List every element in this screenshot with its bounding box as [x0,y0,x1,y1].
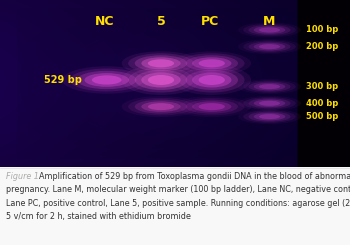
Ellipse shape [199,59,225,67]
Ellipse shape [128,53,194,73]
Ellipse shape [179,53,245,73]
Ellipse shape [172,65,251,95]
Text: 5 v/cm for 2 h, stained with ethidium bromide: 5 v/cm for 2 h, stained with ethidium br… [6,212,191,221]
Ellipse shape [70,69,144,91]
Ellipse shape [238,109,301,124]
Text: 5: 5 [157,15,165,28]
Ellipse shape [135,100,187,114]
Ellipse shape [128,98,194,115]
Ellipse shape [148,103,174,110]
Ellipse shape [122,96,200,117]
Text: Figure 1: Figure 1 [6,172,39,181]
Ellipse shape [77,71,136,89]
Ellipse shape [238,96,301,111]
Ellipse shape [192,101,231,112]
Ellipse shape [199,103,225,110]
Ellipse shape [135,70,187,90]
Ellipse shape [179,67,245,92]
Text: Lane PC, positive control, Lane 5, positive sample. Running conditions: agarose : Lane PC, positive control, Lane 5, posit… [6,199,350,208]
Ellipse shape [128,67,194,92]
Ellipse shape [259,114,280,119]
Ellipse shape [172,96,251,117]
Ellipse shape [62,66,151,94]
Ellipse shape [248,82,290,92]
Text: 300 bp: 300 bp [306,82,338,91]
Ellipse shape [248,25,290,35]
Text: M: M [263,15,276,28]
Ellipse shape [84,73,129,87]
Text: NC: NC [95,15,115,28]
Text: Amplification of 529 bp from Toxoplasma gondii DNA in the blood of abnormal: Amplification of 529 bp from Toxoplasma … [39,172,350,181]
Ellipse shape [254,26,285,34]
Ellipse shape [254,43,285,50]
Text: PC: PC [201,15,219,28]
Ellipse shape [259,27,280,33]
Ellipse shape [135,55,187,71]
Text: pregnancy. Lane M, molecular weight marker (100 bp ladder), Lane NC, negative co: pregnancy. Lane M, molecular weight mark… [6,185,350,194]
Ellipse shape [243,24,296,36]
Text: 200 bp: 200 bp [306,42,338,51]
Ellipse shape [179,98,245,115]
Text: 529 bp: 529 bp [44,75,82,85]
Ellipse shape [259,101,280,106]
Ellipse shape [238,79,301,94]
Ellipse shape [192,57,231,69]
Ellipse shape [148,75,174,85]
Ellipse shape [122,51,200,75]
Ellipse shape [238,23,301,37]
Ellipse shape [199,75,225,85]
Ellipse shape [243,40,296,53]
Text: 400 bp: 400 bp [306,99,338,108]
Ellipse shape [254,99,285,107]
Ellipse shape [248,98,290,108]
Ellipse shape [243,97,296,110]
Ellipse shape [186,70,238,90]
Ellipse shape [254,113,285,120]
Text: 100 bp: 100 bp [306,25,338,35]
Ellipse shape [192,73,231,87]
Ellipse shape [172,51,251,75]
Ellipse shape [141,57,181,69]
Ellipse shape [122,65,200,95]
Ellipse shape [243,80,296,93]
Ellipse shape [141,73,181,87]
Ellipse shape [243,110,296,123]
Ellipse shape [259,44,280,49]
Ellipse shape [186,100,238,114]
Ellipse shape [248,42,290,52]
Text: 500 bp: 500 bp [306,112,338,121]
Ellipse shape [186,55,238,71]
Ellipse shape [254,83,285,90]
Ellipse shape [141,101,181,112]
Ellipse shape [248,112,290,122]
Ellipse shape [148,59,174,67]
Ellipse shape [259,84,280,89]
Ellipse shape [92,75,122,85]
Ellipse shape [238,39,301,54]
